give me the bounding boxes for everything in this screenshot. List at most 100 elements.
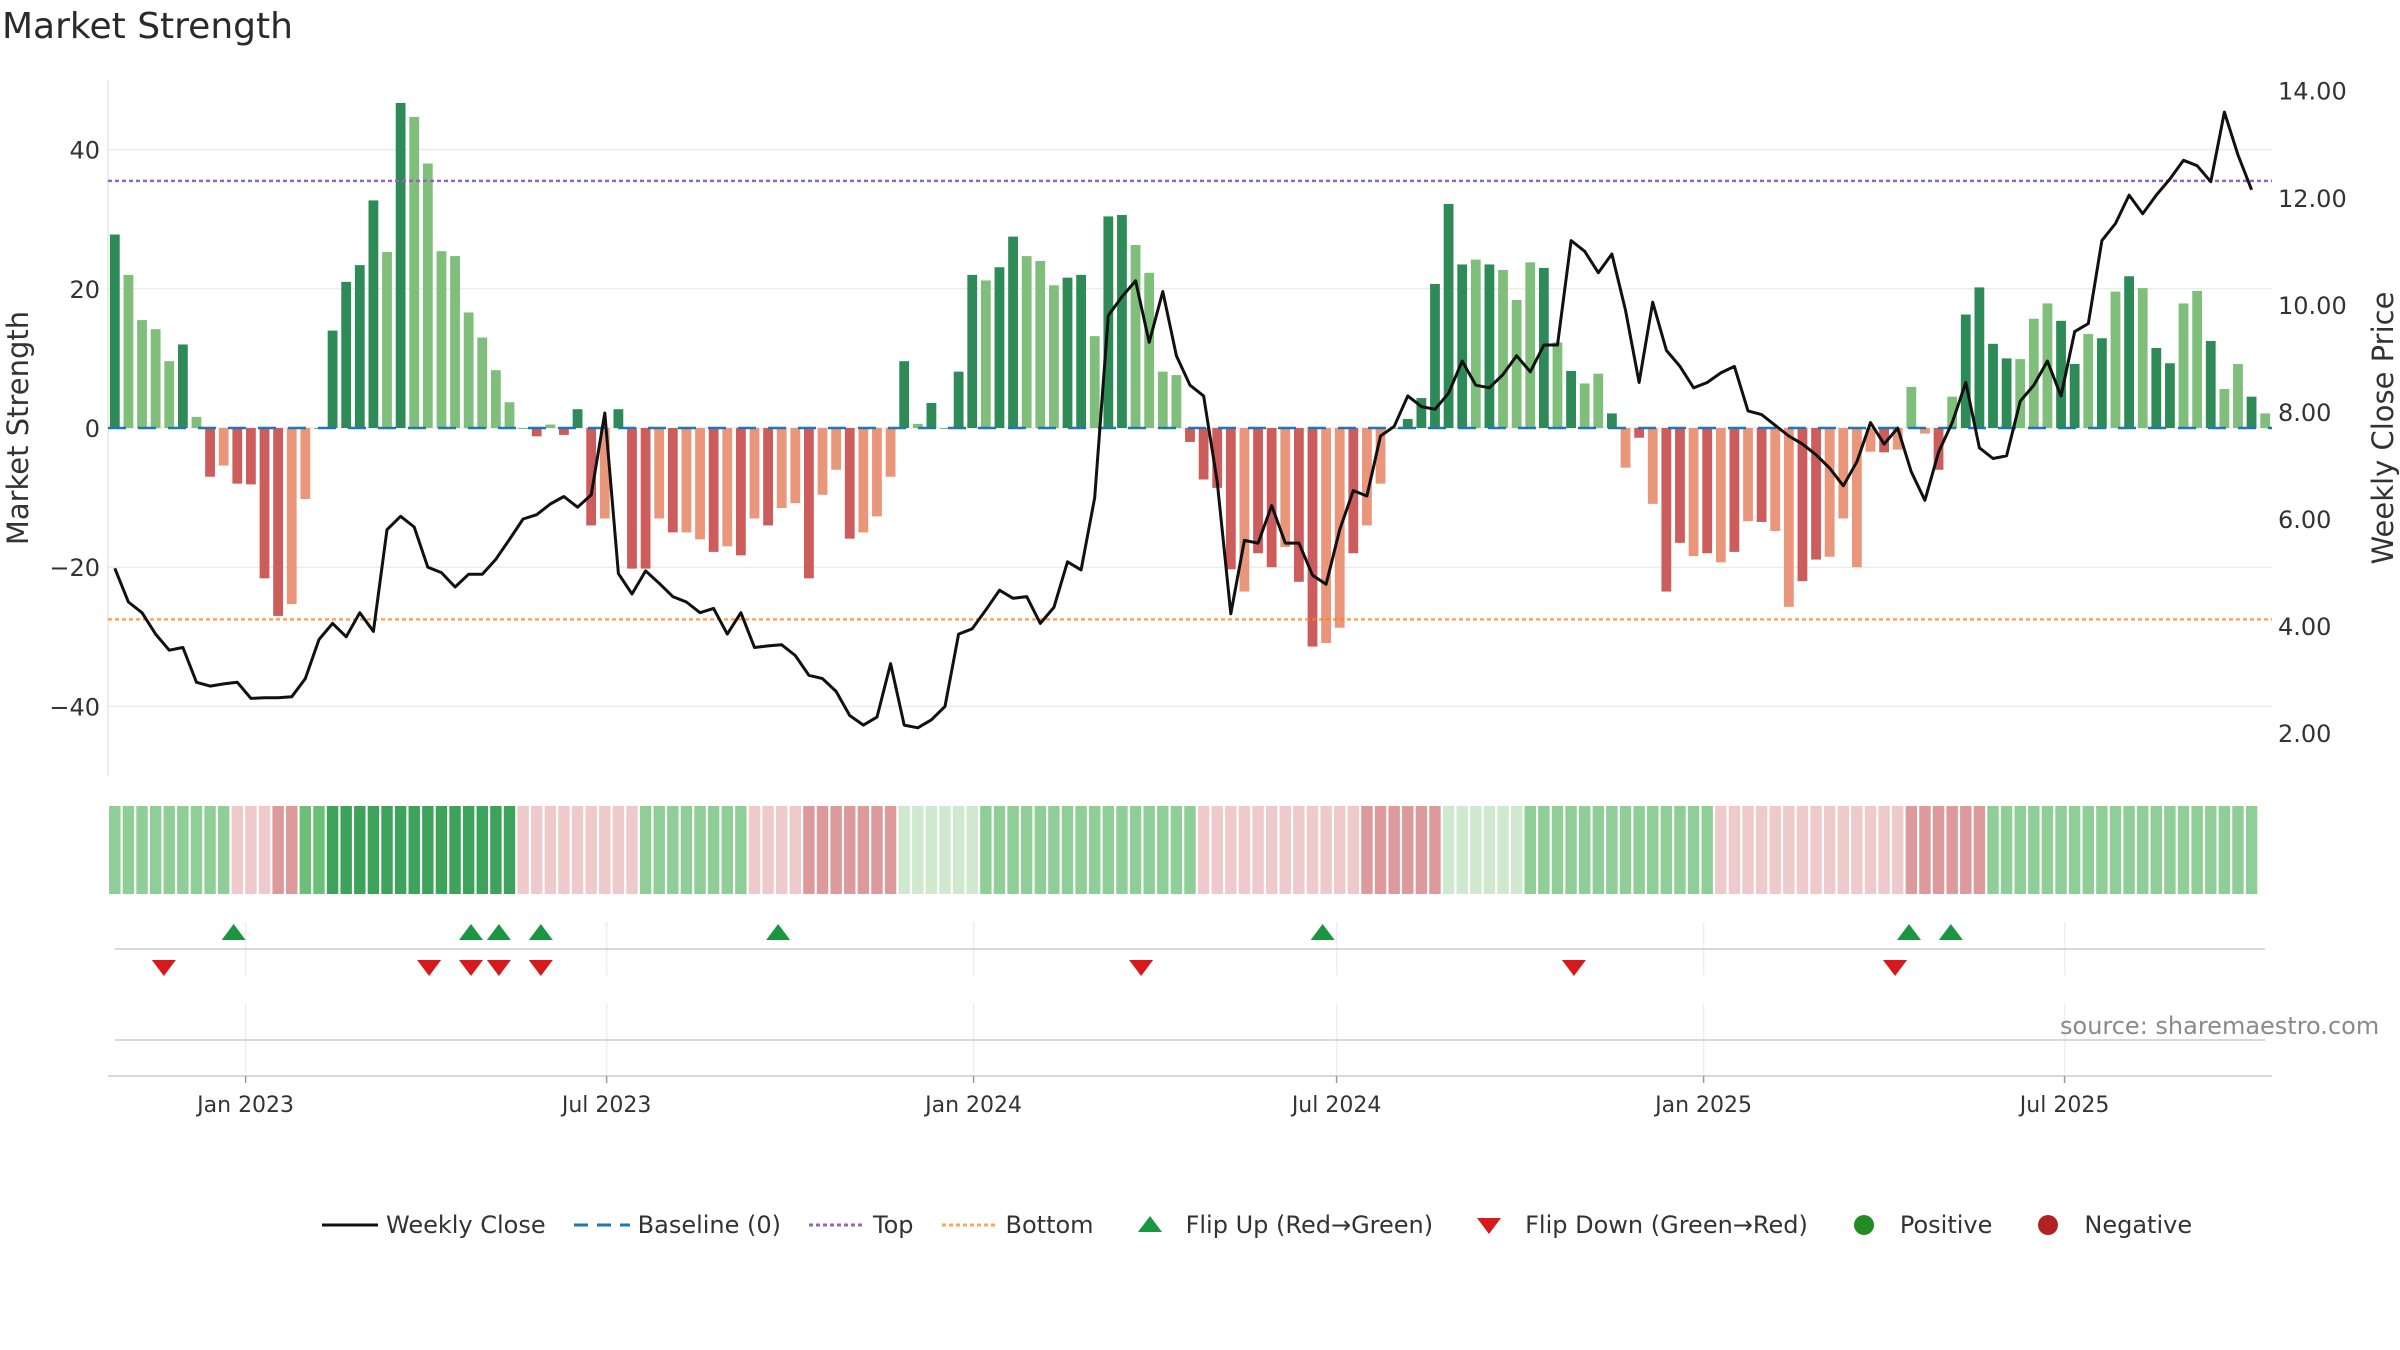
strength-bar: [422, 163, 433, 428]
heat-strip-cell: [1551, 806, 1564, 894]
heat-strip-cell: [1810, 806, 1822, 894]
heat-strip-cell: [1932, 806, 1945, 894]
heat-strip-cell: [912, 806, 924, 894]
heat-strip-cell: [1170, 806, 1183, 894]
heat-strip-cell: [1483, 806, 1496, 894]
right-axis: 2.00 4.00 6.00 8.00 10.00 12.00 14.00: [2278, 78, 2347, 748]
heat-strip-cell: [2177, 806, 2190, 894]
strength-bar: [2015, 359, 2026, 428]
heat-strip-cell: [1946, 806, 1958, 894]
heat-strip-cell: [2068, 806, 2081, 894]
heat-strip-cell: [367, 806, 380, 894]
strength-bar: [912, 423, 923, 428]
heat-strip-cell: [2136, 806, 2149, 894]
heat-strip-cell: [217, 806, 230, 894]
circle-icon: [1834, 1210, 1894, 1240]
strength-bar: [2028, 318, 2039, 428]
y-left-tick-label: 20: [69, 276, 100, 304]
heat-strip-cell: [707, 806, 720, 894]
strength-bar: [1688, 428, 1699, 557]
strength-bar: [926, 402, 937, 428]
heat-strip-cell: [1606, 806, 1618, 894]
y-right-tick-label: 4.00: [2278, 613, 2331, 641]
strength-bar: [450, 256, 460, 428]
heat-strip-cell: [2164, 806, 2176, 894]
heat-strip-cell: [599, 806, 611, 894]
strength-bar: [722, 428, 733, 547]
strength-bar: [123, 274, 134, 428]
weekly-close-line: [113, 110, 2253, 730]
legend-label: Baseline (0): [637, 1211, 782, 1239]
strength-bar: [613, 409, 624, 428]
legend-item-baseline: Baseline (0): [572, 1210, 781, 1240]
heat-strip-cell: [1578, 806, 1591, 894]
heat-strip-cell: [1211, 806, 1223, 894]
legend-item-negative: Negative: [2018, 1210, 2192, 1240]
heat-strip-cell: [109, 806, 121, 894]
heat-strip-cell: [1864, 806, 1877, 894]
heat-strip-cell: [1905, 806, 1918, 894]
strength-bar: [1797, 428, 1808, 582]
heat-strip-cell: [789, 806, 802, 894]
heat-strip-cell: [503, 806, 516, 894]
strength-bar: [1117, 215, 1127, 428]
legend-item-flip-down: Flip Down (Green→Red): [1459, 1210, 1808, 1240]
strength-bar: [354, 265, 365, 428]
heat-strip-cell: [177, 806, 189, 894]
strength-bar: [1321, 428, 1332, 644]
strength-bar: [2246, 396, 2257, 428]
heat-strip-cell: [1647, 806, 1659, 894]
y-right-tick-label: 14.00: [2278, 78, 2347, 106]
strength-bar: [1498, 270, 1508, 428]
heat-strip-cell: [1742, 806, 1754, 894]
strength-bar: [2083, 334, 2094, 428]
strength-bar: [1239, 428, 1250, 592]
y-axis-right-label: Weekly Close Price: [2366, 292, 2400, 565]
strength-bar: [1048, 285, 1059, 428]
strength-bar: [1620, 428, 1631, 468]
chart-title: Market Strength: [2, 6, 293, 47]
heat-strip-cell: [1429, 806, 1441, 894]
legend-item-weekly-close: Weekly Close: [320, 1210, 546, 1240]
heat-strip-cell: [476, 806, 488, 894]
strength-bar: [1457, 264, 1468, 428]
heat-strip-cell: [626, 806, 638, 894]
legend-item-positive: Positive: [1834, 1210, 1992, 1240]
strength-bar: [1212, 428, 1223, 488]
heat-strip-cell: [694, 806, 706, 894]
strength-bar: [2192, 290, 2203, 428]
heat-strip-cell: [1320, 806, 1332, 894]
heat-strip-cell: [898, 806, 910, 894]
strength-bar: [191, 416, 202, 428]
flip-up-marker: [486, 924, 511, 940]
heat-strip-cell: [299, 806, 312, 894]
legend-item-bottom: Bottom: [940, 1210, 1094, 1240]
strength-bar: [1280, 428, 1291, 548]
x-tick-label: Jan 2024: [923, 1093, 1022, 1118]
heat-strip-cell: [1687, 806, 1700, 894]
heat-strip-cell: [1973, 806, 1986, 894]
heat-strip-cell: [980, 806, 992, 894]
heat-strip: [109, 806, 2258, 894]
strength-bar: [1130, 244, 1141, 428]
flip-up-marker: [1310, 924, 1335, 940]
strength-bar: [885, 428, 896, 477]
strength-bar: [695, 428, 705, 540]
heat-strip-cell: [735, 806, 747, 894]
strength-bar: [205, 428, 215, 477]
heat-strip-cell: [1565, 806, 1577, 894]
strength-bar: [681, 428, 692, 533]
heat-strip-cell: [1279, 806, 1291, 894]
strength-bar: [749, 428, 760, 519]
strength-bar: [232, 428, 243, 484]
heat-strip-cell: [1402, 806, 1414, 894]
heat-strip-cell: [1783, 806, 1795, 894]
strength-bar: [994, 267, 1005, 428]
strength-bar: [477, 337, 488, 428]
strength-bar: [1511, 299, 1522, 428]
heat-strip-cell: [653, 806, 665, 894]
strength-bar: [164, 361, 175, 428]
strength-bar: [1865, 428, 1876, 452]
legend: Weekly Close Baseline (0) Top Bottom Fli…: [320, 1205, 2218, 1245]
strength-bar: [1185, 428, 1195, 442]
